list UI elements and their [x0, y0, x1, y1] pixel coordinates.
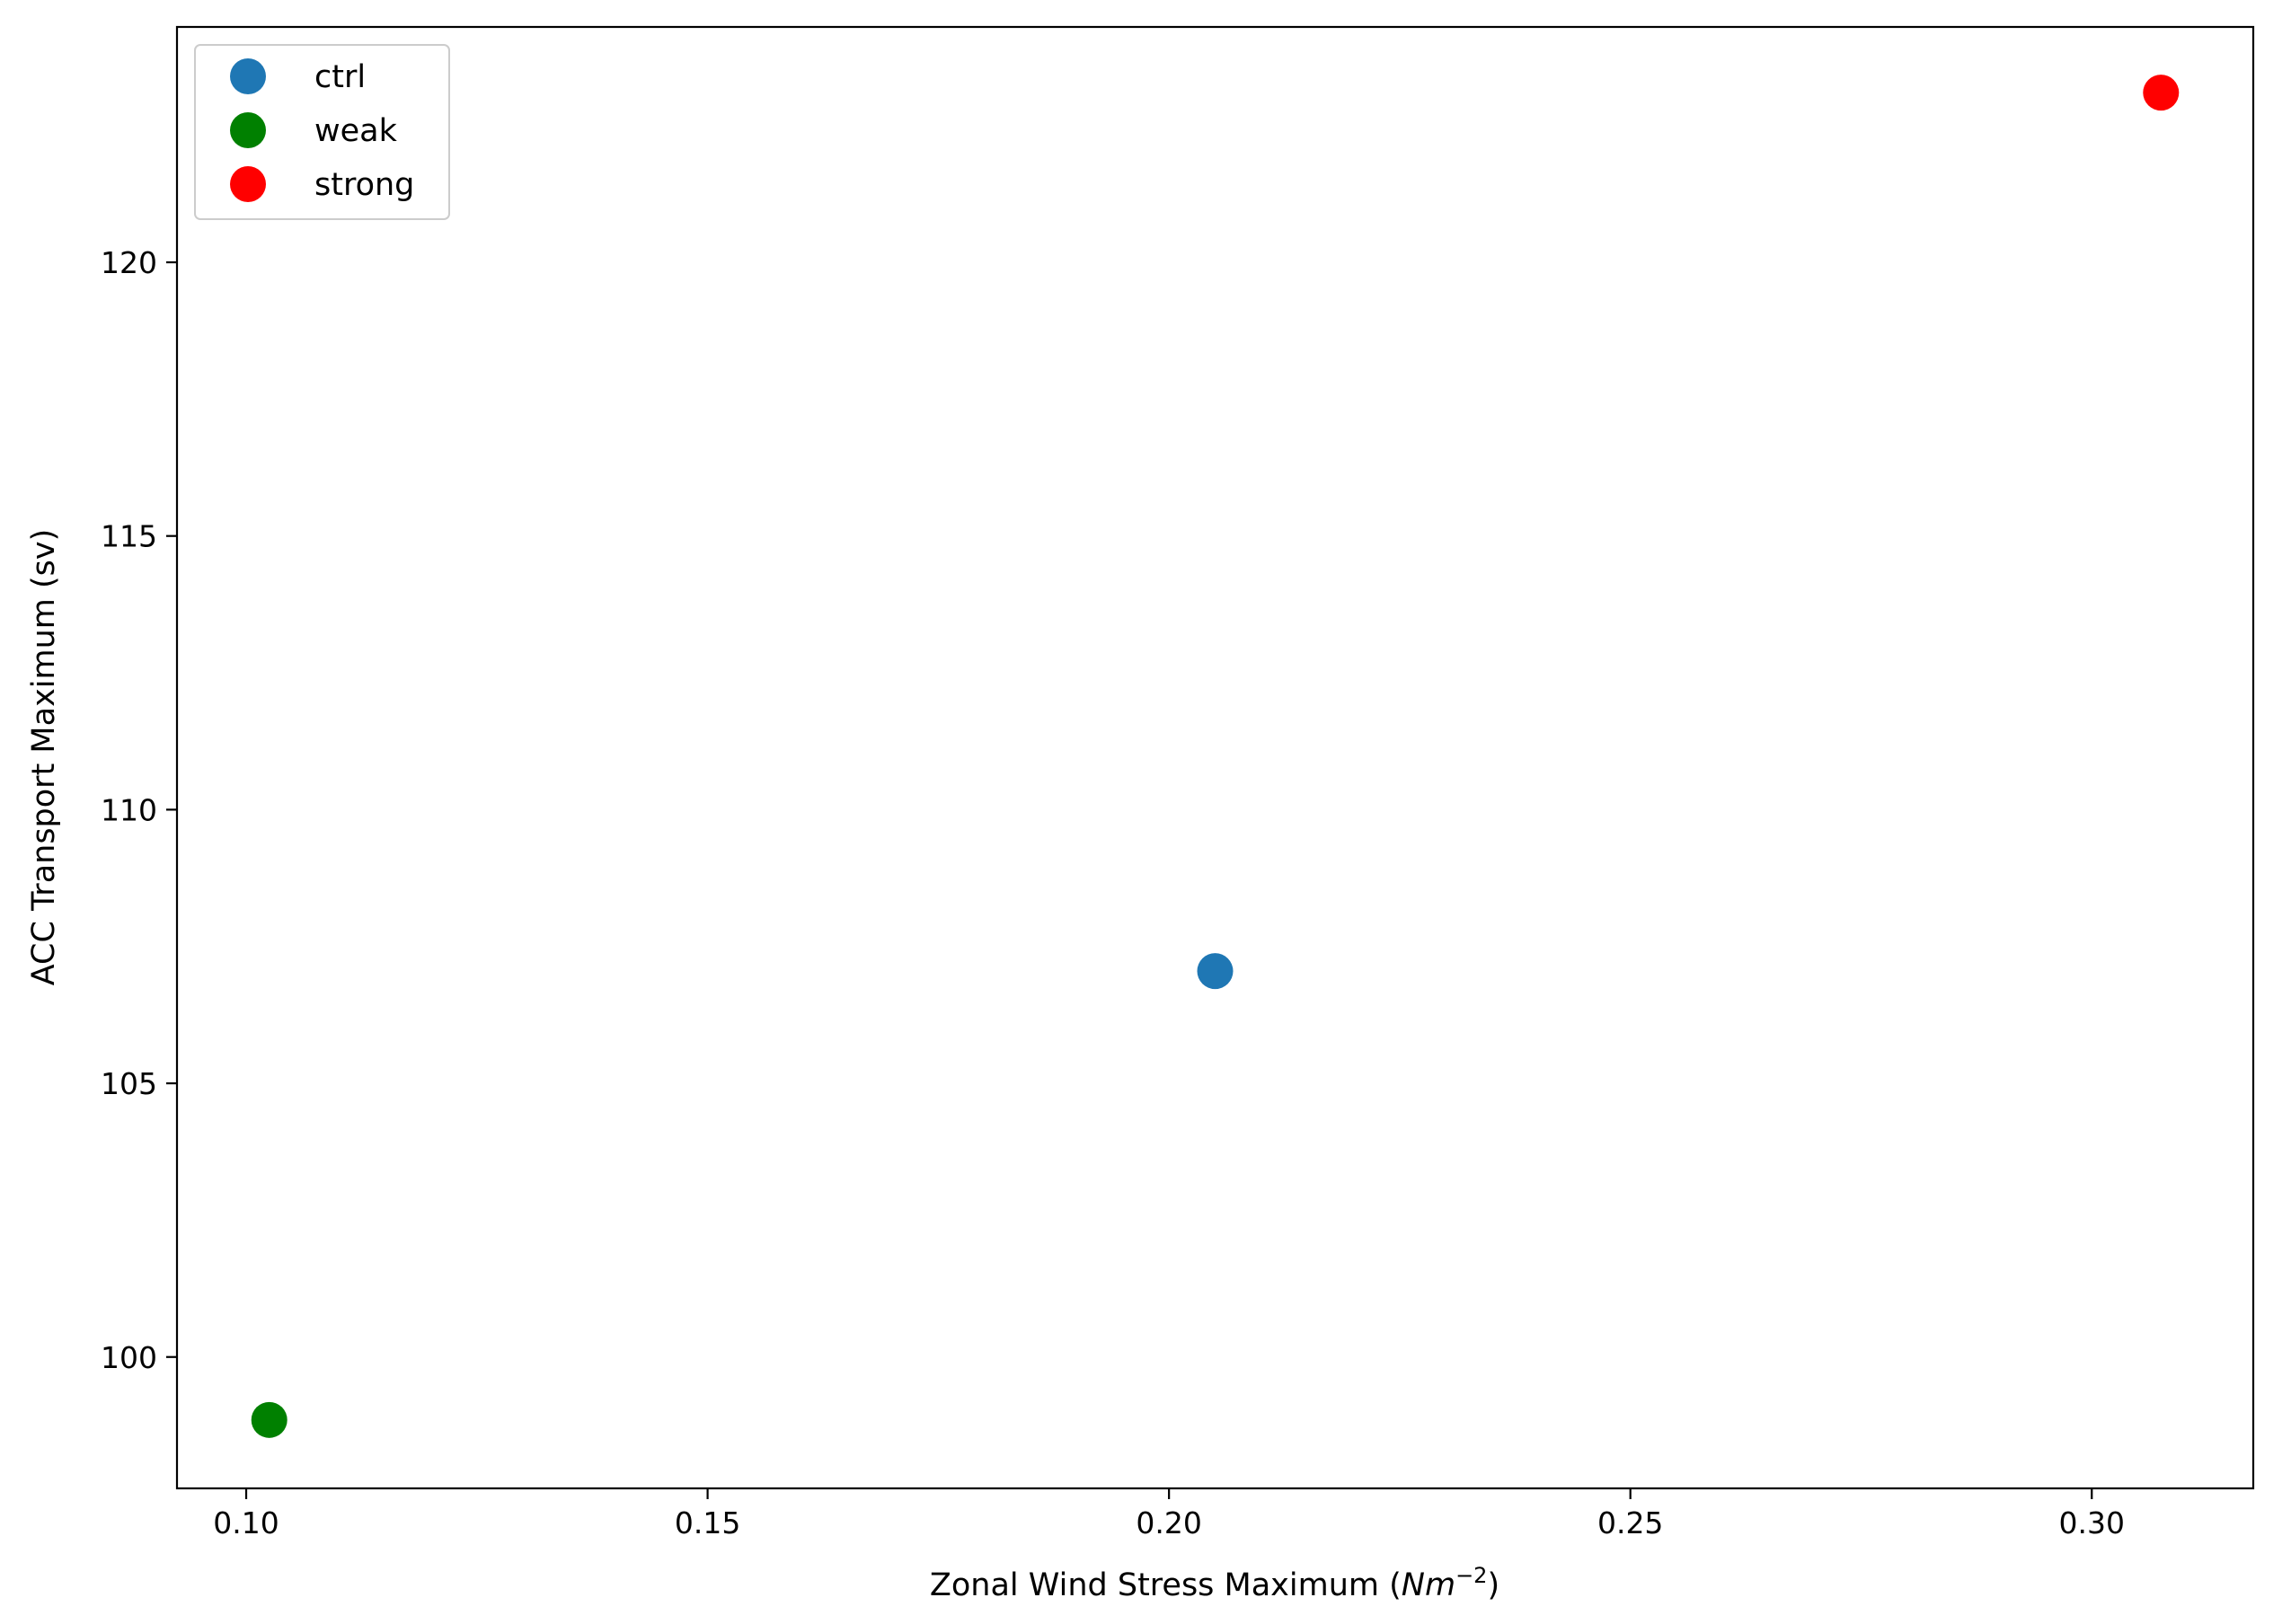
y-tick-label: 115: [101, 519, 157, 554]
legend-label-strong: strong: [314, 167, 414, 203]
y-axis-label: ACC Transport Maximum (sv): [26, 529, 62, 986]
x-axis-ticks: 0.10 0.15 0.20 0.25 0.30: [213, 1488, 2125, 1540]
x-tick-label: 0.25: [1597, 1505, 1663, 1540]
legend-label-ctrl: ctrl: [314, 59, 366, 95]
y-axis-ticks: 100 105 110 115 120: [101, 245, 177, 1375]
x-axis-label: Zonal Wind Stress Maximum (Nm−2): [930, 1563, 1499, 1603]
x-tick-label: 0.20: [1136, 1505, 1201, 1540]
y-tick-label: 110: [101, 792, 157, 827]
legend-marker-ctrl: [230, 58, 266, 94]
y-tick-label: 105: [101, 1066, 157, 1101]
x-tick-label: 0.10: [213, 1505, 279, 1540]
x-tick-label: 0.30: [2059, 1505, 2125, 1540]
plot-area: [251, 75, 2180, 1438]
legend-marker-weak: [230, 112, 266, 148]
y-tick-label: 120: [101, 245, 157, 280]
legend-label-weak: weak: [314, 113, 398, 149]
x-tick-label: 0.15: [675, 1505, 740, 1540]
axes-frame: [175, 25, 2255, 1490]
data-point-weak: [251, 1401, 287, 1438]
y-tick-label: 100: [101, 1340, 157, 1375]
data-point-strong: [2143, 75, 2180, 111]
legend: ctrl weak strong: [194, 44, 450, 220]
legend-items: ctrl weak strong: [230, 58, 414, 203]
data-point-ctrl: [1197, 953, 1234, 990]
legend-marker-strong: [230, 166, 266, 202]
